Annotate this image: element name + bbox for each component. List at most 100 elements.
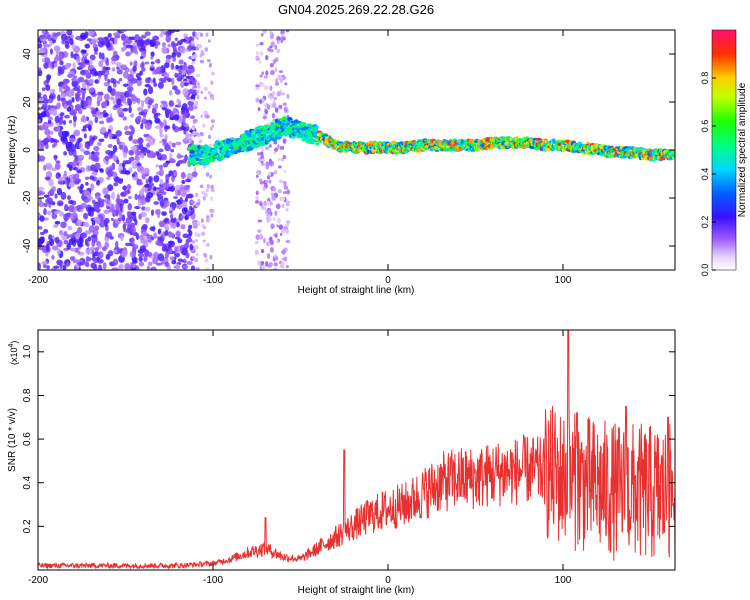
spectrogram-noise-point [190,98,195,103]
spectrogram-noise-point [187,89,195,95]
spectrogram-noise-point [120,235,124,242]
spectrogram-noise-point [191,61,196,65]
spectrogram-y-tick-label: 40 [22,48,33,60]
spectrogram-noise-point [63,103,68,110]
spectrogram-ridge-point [273,122,278,127]
spectrogram-noise-point [141,118,148,125]
spectrogram-noise-point [45,111,50,117]
spectrogram-noise-point [199,59,205,64]
spectrogram-ridge-point [313,124,319,130]
spectrogram-noise-point [151,236,155,241]
spectrogram-ridge-point [192,161,199,166]
spectrogram-noise-point [85,255,90,263]
spectrogram-noise-point [160,100,168,105]
spectrogram-noise-point [191,256,195,260]
spectrogram-noise-point [185,178,191,183]
spectrogram-noise-point [262,30,267,34]
spectrogram-noise-point [207,217,211,222]
spectrogram-noise-point [188,137,193,144]
spectrogram-noise-point [163,218,169,223]
spectrogram-noise-point [263,200,268,207]
spectrogram-noise-point [274,147,278,153]
spectrogram-noise-point [204,258,208,263]
spectrogram-noise-point [90,154,98,162]
spectrogram-noise-point [77,108,83,115]
spectrogram-noise-point [258,233,264,240]
spectrogram-noise-point [268,144,272,148]
spectrogram-noise-point [41,260,48,265]
spectrogram-noise-point [111,267,119,270]
spectrogram-noise-point [75,232,80,240]
spectrogram-noise-point [46,197,53,204]
spectrogram-noise-point [86,38,91,42]
spectrogram-noise-point [138,213,142,220]
spectrogram-noise-point [60,221,67,229]
spectrogram-ridge-point [311,141,315,145]
spectrogram-noise-point [267,93,271,98]
spectrogram-noise-point [275,203,281,210]
spectrogram-noise-point [167,43,171,48]
spectrogram-noise-point [112,144,118,153]
spectrogram-noise-point [168,158,175,164]
spectrogram-noise-point [113,258,119,266]
spectrogram-noise-point [110,96,115,101]
spectrogram-noise-point [130,237,135,245]
spectrogram-noise-point [131,161,138,169]
spectrogram-noise-point [79,251,85,256]
spectrogram-noise-point [276,91,281,97]
spectrogram-noise-point [72,80,79,87]
spectrogram-noise-point [62,78,70,84]
spectrogram-noise-point [107,184,114,192]
spectrogram-noise-point [197,233,201,238]
spectrogram-noise-point [196,89,200,94]
colorbar: 0.0 0.2 0.4 0.6 0.8 Normalized spectral ampl… [700,29,748,276]
spectrogram-noise-point [260,32,264,37]
spectrogram-noise-point [72,62,76,70]
spectrogram-noise-point [46,76,50,83]
spectrogram-noise-point [179,196,183,204]
spectrogram-noise-point [43,202,48,208]
spectrogram-x-tick-label: -200 [28,275,48,286]
spectrogram-noise-point [117,217,122,222]
spectrogram-noise-point [112,135,118,140]
spectrogram-noise-point [276,240,280,244]
spectrogram-noise-point [210,96,215,101]
spectrogram-noise-point [156,58,161,64]
spectrogram-noise-point [184,196,188,203]
spectrogram-noise-point [38,113,45,118]
colorbar-ticks: 0.0 0.2 0.4 0.6 0.8 [700,72,716,276]
spectrogram-noise-point [53,45,61,52]
spectrogram-noise-point [192,130,197,136]
spectrogram-noise-point [270,32,275,38]
spectrogram-noise-point [136,78,143,87]
spectrogram-noise-point [193,84,198,89]
spectrogram-noise-point [204,47,209,52]
spectrogram-noise-point [76,169,83,174]
spectrogram-noise-point [91,151,96,155]
spectrogram-noise-point [141,231,148,237]
spectrogram-noise-point [99,127,107,134]
spectrogram-noise-point [46,265,50,270]
spectrogram-noise-point [175,263,181,270]
spectrogram-noise-point [164,144,171,152]
spectrogram-noise-point [205,267,210,270]
spectrogram-noise-point [183,123,189,128]
spectrogram-noise-point [103,112,109,118]
spectrogram-noise-point [144,206,151,212]
spectrogram-noise-point [54,162,61,170]
spectrogram-noise-point [206,59,211,63]
spectrogram-noise-point [66,242,72,250]
spectrogram-noise-point [141,34,147,39]
spectrogram-noise-point [107,250,114,257]
spectrogram-points [38,30,675,270]
spectrogram-noise-point [38,186,45,191]
spectrogram-noise-point [176,73,183,78]
spectrogram-noise-point [130,145,138,151]
spectrogram-noise-point [39,231,45,236]
spectrogram-noise-point [67,181,75,188]
spectrogram-noise-point [259,181,264,185]
snr-series-line [38,330,675,570]
spectrogram-ridge-point [314,129,318,132]
spectrogram-noise-point [94,79,98,84]
spectrogram-noise-point [209,93,214,98]
